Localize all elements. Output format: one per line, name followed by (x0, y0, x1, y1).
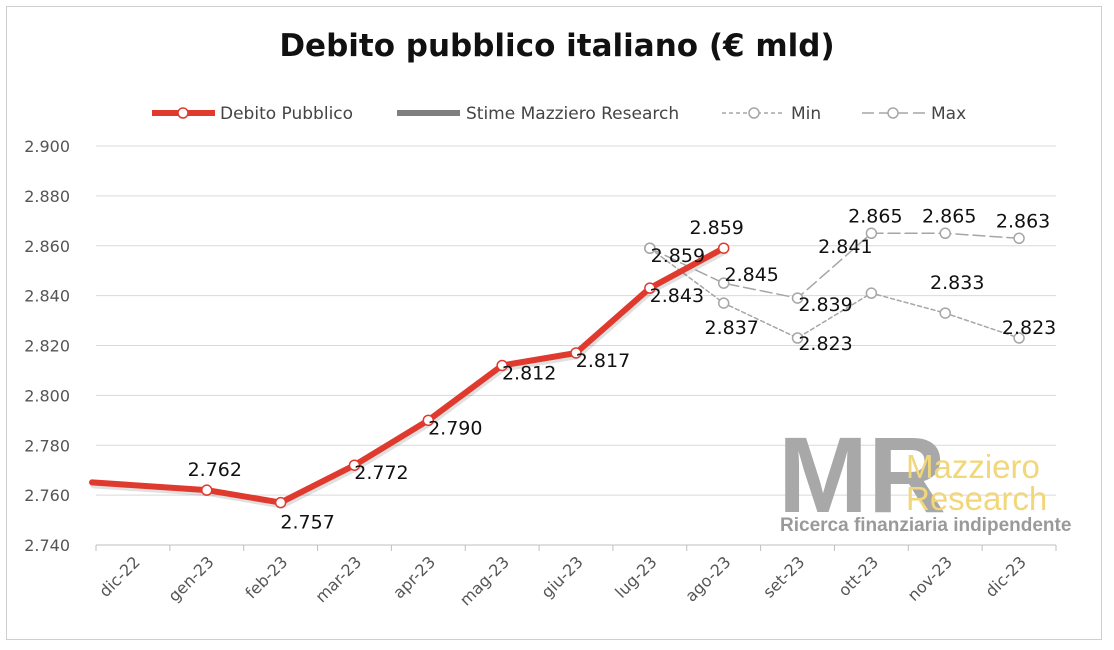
legend-item-stime: Stime Mazziero Research (397, 104, 679, 124)
data-label: 2.863 (996, 210, 1050, 232)
series-line-min (649, 247, 1020, 339)
data-point (717, 297, 730, 309)
logo-name-line1: Mazziero (906, 448, 1040, 485)
gridlines (96, 145, 1056, 496)
legend-item-max: Max (862, 104, 966, 124)
x-tick-label: mag-23 (456, 552, 513, 609)
data-label: 2.823 (798, 333, 852, 355)
data-labels: 2.762 2.757 2.772 2.790 2.812 2.817 2.843 2.859… (188, 205, 1057, 533)
legend-marker-min (748, 107, 760, 119)
legend-marker-max (887, 107, 899, 119)
data-label: 2.812 (502, 362, 556, 384)
data-point (791, 332, 804, 344)
data-label: 2.837 (704, 317, 758, 339)
logo-mark: MR (778, 414, 946, 535)
data-label: 2.843 (650, 285, 704, 307)
data-label: 2.790 (428, 417, 482, 439)
data-point (201, 484, 213, 496)
data-label: 2.839 (798, 294, 852, 316)
x-tick-label: giu-23 (537, 552, 586, 601)
data-point (644, 242, 656, 254)
x-tick-label: ago-23 (681, 552, 734, 605)
logo-name-line2: Research (906, 480, 1047, 517)
data-label: 2.823 (1002, 317, 1056, 339)
x-tick-label: dic-23 (981, 552, 1029, 600)
data-point (1013, 332, 1025, 344)
data-label: 2.762 (188, 459, 242, 481)
series-layer (89, 227, 1025, 509)
data-point (717, 242, 730, 254)
data-point (791, 292, 804, 304)
data-label: 2.841 (818, 236, 872, 258)
data-point (717, 277, 730, 289)
data-label: 2.845 (724, 264, 778, 286)
data-label: 2.865 (922, 205, 976, 227)
x-tick-label: feb-23 (241, 552, 291, 602)
y-tick-label: 2.760 (24, 486, 70, 505)
y-tick-label: 2.820 (24, 337, 70, 356)
data-label: 2.833 (930, 272, 984, 294)
y-tick-label: 2.860 (24, 237, 70, 256)
data-point (422, 414, 435, 427)
legend-marker-debito (177, 107, 189, 119)
x-tick-label: lug-23 (611, 552, 660, 601)
x-tick-label: gen-23 (164, 552, 217, 605)
data-label: 2.757 (280, 512, 334, 534)
data-point (939, 227, 951, 240)
x-tick-label: dic-22 (95, 552, 143, 600)
data-point (348, 459, 361, 471)
x-tick-label: ott-23 (835, 552, 883, 600)
data-label: 2.817 (576, 350, 630, 372)
data-label: 2.859 (689, 217, 743, 239)
x-tick-label: set-23 (759, 552, 808, 601)
logo-tagline: Ricerca finanziaria indipendente (780, 515, 1071, 536)
legend-item-min: Min (722, 104, 821, 124)
legend-label-stime: Stime Mazziero Research (466, 104, 679, 124)
mazziero-research-logo: MR Mazziero Research Ricerca finanziaria… (778, 414, 1071, 536)
chart-title: Debito pubblico italiano (€ mld) (279, 28, 835, 64)
data-point (939, 307, 951, 319)
y-tick-label: 2.900 (24, 137, 70, 156)
data-point (865, 287, 878, 299)
y-tick-label: 2.880 (24, 187, 70, 206)
data-point (865, 227, 878, 240)
data-point (496, 359, 508, 372)
y-axis: 2.740 2.760 2.780 2.800 2.820 2.840 2.860 2.880… (24, 137, 70, 555)
y-tick-label: 2.740 (24, 536, 70, 555)
legend-label-max: Max (931, 104, 966, 124)
data-label: 2.865 (848, 205, 902, 227)
y-tick-label: 2.780 (24, 436, 70, 455)
legend-label-min: Min (791, 104, 821, 124)
legend-item-debito-pubblico: Debito Pubblico (152, 104, 353, 124)
series-line-max (649, 232, 1020, 299)
data-point (274, 496, 287, 509)
y-tick-label: 2.840 (24, 287, 70, 306)
legend-label-debito: Debito Pubblico (220, 104, 353, 124)
x-tick-label: nov-23 (904, 552, 956, 604)
data-label: 2.772 (354, 462, 408, 484)
x-axis: dic-22 gen-23 feb-23 mar-23 apr-23 mag-23 giu-… (95, 544, 1057, 609)
x-tick-label: apr-23 (389, 552, 439, 602)
data-point (1013, 232, 1025, 245)
x-tick-label: mar-23 (311, 552, 365, 606)
data-point (644, 282, 656, 294)
legend: Debito Pubblico Stime Mazziero Research … (152, 104, 966, 124)
y-tick-label: 2.800 (24, 386, 70, 405)
data-point (570, 347, 582, 359)
data-label: 2.859 (651, 245, 705, 267)
